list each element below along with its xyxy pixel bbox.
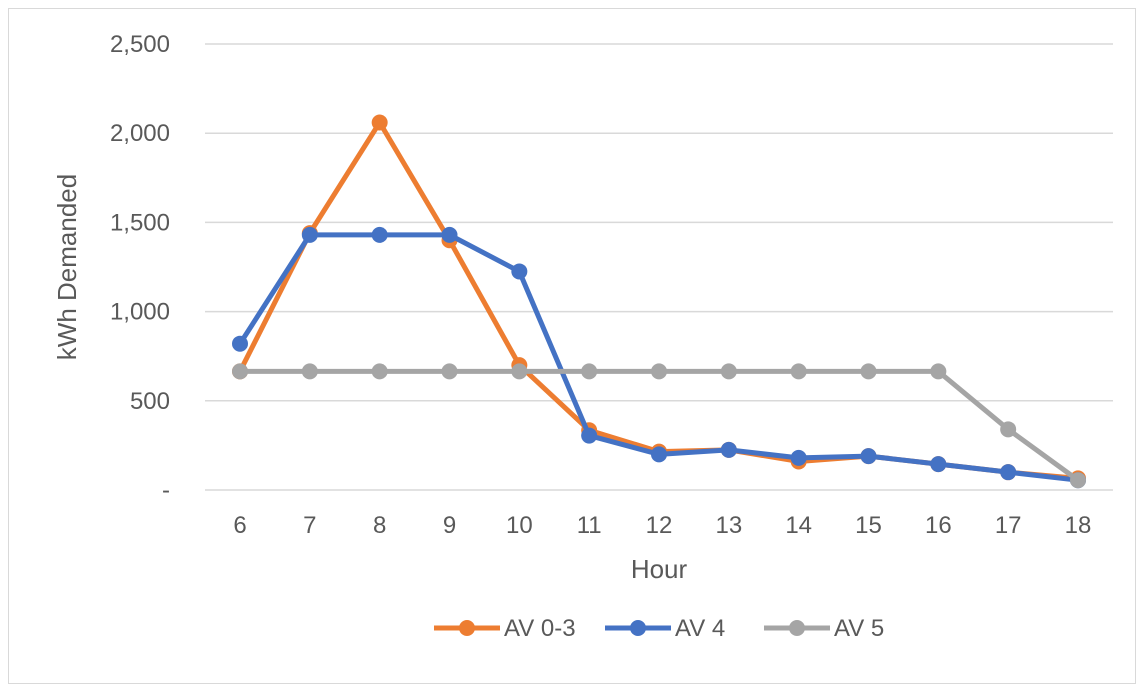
data-point [232,335,248,352]
data-point [441,363,458,380]
y-tick-label: 1,500 [110,209,170,236]
data-point [301,226,318,243]
legend-item: AV 5 [764,615,884,642]
data-point [930,456,947,473]
series-1 [232,114,1086,487]
series-2 [232,226,1086,489]
legend-swatch-marker [459,620,475,636]
y-axis-title: kWh Demanded [52,174,82,360]
data-point [860,448,877,465]
data-point [790,363,807,380]
legend-label: AV 4 [675,615,725,642]
legend-label: AV 5 [834,615,884,642]
data-point [930,363,947,380]
y-tick-label: 500 [130,388,170,415]
x-tick-label: 16 [925,512,952,539]
legend-item: AV 4 [605,615,725,642]
data-point [371,226,388,243]
x-tick-label: 13 [715,512,742,539]
series-line [237,232,1081,483]
data-point [581,363,598,380]
data-point [720,441,737,458]
chart-frame [8,8,1136,684]
series-line [237,119,1081,481]
legend-item: AV 0-3 [434,615,576,642]
data-point [1000,421,1017,438]
x-tick-label: 18 [1065,512,1092,539]
data-point [1070,472,1086,489]
data-point [581,427,598,444]
gridlines [205,43,1113,491]
data-point [441,226,458,243]
x-tick-label: 6 [233,512,246,539]
data-point [860,363,877,380]
data-point [371,114,388,131]
x-tick-label: 10 [506,512,533,539]
x-tick-label: 15 [855,512,882,539]
legend: AV 0-3 AV 4 AV 5 [434,615,884,642]
x-tick-label: 17 [995,512,1022,539]
x-tick-label: 8 [373,512,386,539]
data-point [790,449,807,466]
data-point [301,363,318,380]
series-group [232,114,1086,489]
legend-label: AV 0-3 [504,615,576,642]
data-point [511,263,528,280]
y-tick-label: 2,000 [110,120,170,147]
y-tick-label: 1,000 [110,299,170,326]
series-3 [232,363,1086,489]
x-tick-label: 9 [443,512,456,539]
x-axis-title: Hour [631,554,688,584]
data-point [1000,464,1017,481]
y-tick-labels: - 500 1,000 1,500 2,000 2,500 [110,31,170,504]
x-tick-labels: 6 7 8 9 10 11 12 13 14 15 16 17 18 [233,512,1091,539]
data-point [651,363,667,380]
data-point [720,363,737,380]
x-tick-label: 11 [577,512,602,539]
data-point [232,363,248,380]
x-tick-label: 12 [646,512,673,539]
x-tick-label: 14 [785,512,812,539]
legend-swatch-marker [789,620,805,636]
y-tick-label: - [162,477,170,504]
data-point [371,363,388,380]
data-point [511,363,528,380]
data-point [651,446,667,463]
x-tick-label: 7 [303,512,316,539]
legend-swatch-marker [630,620,646,636]
y-tick-label: 2,500 [110,31,170,58]
